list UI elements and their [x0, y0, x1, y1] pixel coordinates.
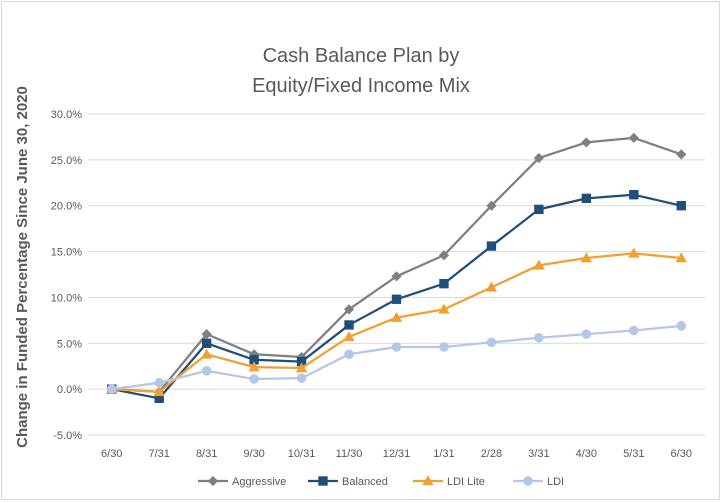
data-point-aggressive [628, 132, 639, 143]
legend-marker-aggressive [207, 475, 219, 487]
data-point-aggressive [581, 137, 592, 148]
x-tick-label: 5/31 [623, 448, 644, 460]
data-point-ldi-lite [628, 247, 640, 258]
legend-label-ldi-lite: LDI Lite [447, 476, 485, 488]
y-tick-label: 20.0% [51, 201, 82, 213]
data-point-ldi [486, 337, 497, 348]
x-tick-label: 7/31 [148, 448, 169, 460]
data-point-ldi [249, 374, 259, 384]
data-point-ldi [534, 332, 544, 343]
series-group [106, 132, 687, 403]
y-tick-label: 10.0% [51, 292, 82, 304]
data-point-ldi-lite [675, 252, 687, 263]
gridlines [88, 113, 705, 436]
data-point-aggressive [438, 250, 450, 261]
data-point-ldi [439, 342, 449, 352]
data-point-balanced [249, 355, 259, 365]
data-point-ldi [629, 325, 639, 336]
x-tick-label: 8/31 [196, 448, 217, 460]
data-point-aggressive [343, 304, 355, 315]
data-point-ldi-lite [533, 259, 545, 270]
series-line-ldi [111, 324, 682, 391]
y-tick-label: 0.0% [57, 384, 82, 396]
legend-marker-ldi-lite [422, 475, 434, 486]
x-tick-label: 6/30 [671, 448, 692, 460]
x-tick-label: 12/31 [383, 448, 411, 460]
data-point-ldi [391, 342, 402, 352]
data-point-aggressive [533, 152, 544, 164]
x-tick-label: 3/31 [528, 448, 549, 460]
x-tick-label: 6/30 [101, 448, 122, 460]
data-point-ldi [106, 384, 117, 394]
data-point-aggressive [486, 200, 497, 211]
x-tick-label: 4/30 [576, 448, 597, 460]
data-point-balanced [154, 393, 164, 403]
legend-item-ldi-lite: LDI Lite [413, 475, 485, 488]
y-tick-label: 5.0% [57, 338, 82, 350]
y-tick-labels: -5.0% 0.0% 5.0% 10.0% 15.0% 20.0% 25.0% 30.0% [51, 109, 82, 442]
data-point-ldi-lite [438, 303, 450, 314]
data-point-ldi [296, 373, 307, 383]
x-tick-label: 1/31 [433, 448, 454, 460]
series-ldi-lite [106, 247, 687, 397]
data-point-ldi-lite [248, 361, 260, 372]
data-point-balanced [344, 320, 354, 330]
data-point-balanced [676, 201, 686, 211]
data-point-aggressive [201, 329, 212, 340]
y-tick-label: 30.0% [51, 109, 82, 121]
data-point-ldi-lite [580, 252, 593, 263]
data-point-balanced [439, 278, 449, 289]
data-point-balanced [534, 204, 544, 215]
data-point-aggressive [391, 271, 402, 282]
data-point-balanced [629, 190, 639, 200]
chart-title-line-1: Cash Balance Plan by [263, 45, 460, 67]
data-point-ldi-lite [390, 311, 403, 322]
data-point-balanced [201, 338, 212, 348]
data-point-balanced [391, 294, 402, 304]
data-point-ldi [154, 377, 164, 388]
data-point-ldi-lite [153, 386, 165, 397]
data-point-ldi [581, 329, 592, 339]
x-tick-label: 2/28 [481, 448, 502, 460]
series-balanced [107, 190, 686, 403]
y-tick-label: -5.0% [53, 430, 82, 442]
legend-item-ldi: LDI [513, 476, 564, 488]
data-point-ldi-lite [200, 348, 213, 359]
data-point-ldi [676, 321, 687, 331]
data-point-ldi [201, 366, 212, 376]
legend-marker-ldi [523, 476, 533, 486]
series-ldi [106, 321, 687, 394]
x-tick-labels: 6/30 7/31 8/31 9/30 10/31 11/30 12/31 1/31 2/28 3… [101, 448, 692, 460]
data-point-ldi [344, 349, 354, 360]
x-tick-label: 9/30 [243, 448, 264, 460]
legend-item-balanced: Balanced [308, 476, 388, 488]
legend-label-aggressive: Aggressive [232, 476, 286, 488]
y-tick-label: 25.0% [51, 155, 82, 167]
chart-title-line-2: Equity/Fixed Income Mix [252, 75, 470, 97]
data-point-aggressive [676, 149, 687, 160]
legend-marker-balanced [318, 476, 328, 486]
data-point-balanced [486, 241, 497, 251]
x-tick-label: 10/31 [288, 448, 316, 460]
legend-item-aggressive: Aggressive [198, 475, 286, 488]
data-point-balanced [296, 356, 307, 367]
legend-label-ldi: LDI [547, 476, 564, 488]
data-point-ldi-lite [343, 331, 355, 342]
data-point-ldi-lite [295, 362, 308, 373]
data-point-balanced [581, 193, 592, 204]
x-tick-label: 11/30 [336, 448, 363, 460]
legend-label-balanced: Balanced [342, 476, 388, 488]
legend: Aggressive Balanced LDI Lite LDI [198, 475, 564, 488]
y-axis-title: Change in Funded Percentage Since June 3… [14, 86, 31, 448]
data-point-ldi-lite [485, 281, 498, 292]
y-tick-label: 15.0% [51, 247, 82, 259]
